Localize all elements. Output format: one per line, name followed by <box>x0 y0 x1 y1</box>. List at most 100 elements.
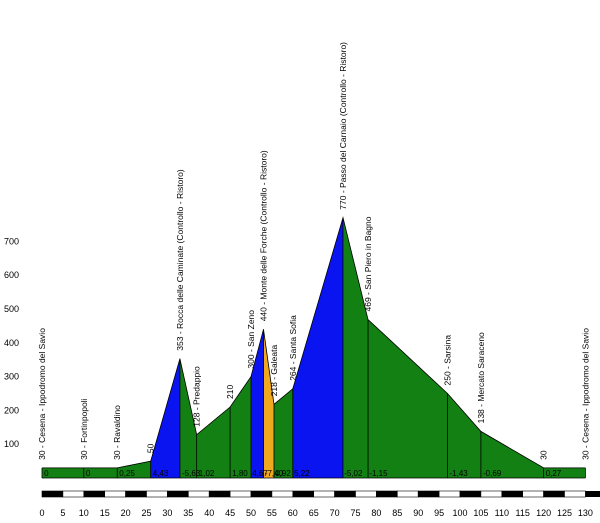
place-label: 770 - Passo del Carnaio (Controllo - Ris… <box>338 42 348 210</box>
profile-segment <box>447 393 481 478</box>
x-tick-label: 15 <box>100 508 110 518</box>
x-tick-label: 5 <box>60 508 65 518</box>
place-label: 128 - Predappio <box>192 366 202 427</box>
x-tick-label: 25 <box>141 508 151 518</box>
profile-segment <box>179 358 197 478</box>
profile-segment <box>480 431 544 478</box>
place-label: 440 - Monte delle Forche (Controllo - Ri… <box>259 150 269 321</box>
x-tick-label: 30 <box>162 508 172 518</box>
x-tick-label: 120 <box>536 508 551 518</box>
grade-label: 1,02 <box>199 469 215 478</box>
grade-label: 0 <box>44 469 49 478</box>
scale-bar-block <box>417 490 440 498</box>
profile-segment <box>196 407 231 478</box>
scale-bar-block <box>564 490 586 498</box>
scale-bar-block <box>292 490 314 498</box>
scale-bar-block <box>459 490 482 498</box>
x-tick-label: 35 <box>183 508 193 518</box>
scale-bar-block <box>104 490 126 498</box>
scale-bar-block <box>396 490 419 498</box>
scale-bar-block <box>208 490 231 498</box>
distance-scale-bar <box>41 490 600 498</box>
x-tick-label: 130 <box>578 508 593 518</box>
x-tick-label: 80 <box>371 508 381 518</box>
grade-label: -7,40 <box>265 469 284 478</box>
x-tick-label: 65 <box>309 508 319 518</box>
place-label: 30 <box>539 450 549 460</box>
place-label: 300 - San Zeno <box>246 310 256 369</box>
x-tick-label: 20 <box>121 508 131 518</box>
profile-segment <box>230 376 251 478</box>
x-tick-label: 50 <box>246 508 256 518</box>
profile-line <box>42 216 586 469</box>
y-tick-label: 600 <box>4 270 19 280</box>
grade-label: 4,67 <box>252 469 268 478</box>
y-tick-label: 400 <box>4 338 19 348</box>
place-label: 50 <box>146 443 156 453</box>
grade-label: 1,80 <box>232 469 248 478</box>
scale-bar-block <box>585 491 600 497</box>
y-tick-label: 500 <box>4 304 19 314</box>
grade-label: -1,43 <box>450 469 469 478</box>
x-tick-label: 95 <box>434 508 444 518</box>
profile-segment <box>251 329 264 478</box>
drop-lines <box>41 217 586 478</box>
y-tick-label: 700 <box>4 236 19 246</box>
profile-segment <box>368 319 448 478</box>
profile-segments <box>42 217 586 478</box>
scale-bar-block <box>355 490 377 498</box>
place-label: 30 - Ravaldino <box>112 405 122 460</box>
grade-label: 5,22 <box>294 469 310 478</box>
scale-bar-block <box>83 490 106 498</box>
y-tick-label: 200 <box>4 405 19 415</box>
x-tick-label: 40 <box>204 508 214 518</box>
x-tick-label: 85 <box>392 508 402 518</box>
scale-bar-block <box>146 490 168 498</box>
x-axis: 0 5 10 15 20 25 30 35 40 45 50 55 60 65 70 75 80 85 90 95 10… <box>39 508 592 518</box>
scale-bar-block <box>522 490 544 498</box>
place-label: 264 - Santa Sofia <box>288 315 298 381</box>
scale-bar-block <box>480 490 503 498</box>
y-axis: 100 200 300 400 500 600 700 <box>4 236 19 449</box>
place-label: 30 - Fortinpopoli <box>79 398 89 460</box>
place-label: 30 - Cesena - Ippodromo del Savio <box>37 328 47 460</box>
x-tick-label: 115 <box>516 508 530 518</box>
place-label: 30 - Cesena - Ippodromo del Savio <box>580 328 590 460</box>
place-label: 210 <box>225 385 235 399</box>
scale-bar-block <box>438 490 461 498</box>
profile-segment <box>150 358 180 478</box>
profile-segment <box>292 217 343 478</box>
scale-bar-block <box>62 490 85 498</box>
grade-label: 4,43 <box>153 469 169 478</box>
scale-bar-block <box>271 490 294 498</box>
x-tick-label: 70 <box>330 508 340 518</box>
scale-bar-block <box>250 490 273 498</box>
place-label: 469 - San Piero in Bagno <box>363 216 373 311</box>
scale-bar-block <box>501 490 523 498</box>
scale-bar-block <box>543 490 565 498</box>
grade-label: -5,63 <box>182 469 201 478</box>
place-label: 353 - Rocca delle Caminate (Controllo - … <box>175 169 185 351</box>
scale-bar-block <box>41 490 64 498</box>
x-tick-label: 125 <box>557 508 572 518</box>
grade-label: 0 <box>86 469 91 478</box>
x-tick-label: 55 <box>267 508 277 518</box>
profile-segment <box>263 329 274 478</box>
grade-label: 0,27 <box>546 469 562 478</box>
scale-bar-block <box>376 490 398 498</box>
x-tick-label: 75 <box>350 508 360 518</box>
x-tick-label: 90 <box>413 508 423 518</box>
profile-outline <box>42 216 586 479</box>
profile-segment <box>543 467 586 478</box>
profile-segment <box>274 388 293 478</box>
grade-labels: 0 0 0,25 4,43 -5,631,02 1,80 4,67-7,400,92 5,22… <box>44 469 562 478</box>
x-tick-label: 105 <box>473 508 488 518</box>
grade-label: 0,25 <box>119 469 135 478</box>
profile-segment <box>42 461 151 478</box>
grade-label: -0,69 <box>483 469 502 478</box>
y-tick-label: 100 <box>4 439 19 449</box>
grade-label: 0,92 <box>275 469 291 478</box>
x-tick-label: 110 <box>495 508 509 518</box>
scale-bar-block <box>313 490 335 498</box>
